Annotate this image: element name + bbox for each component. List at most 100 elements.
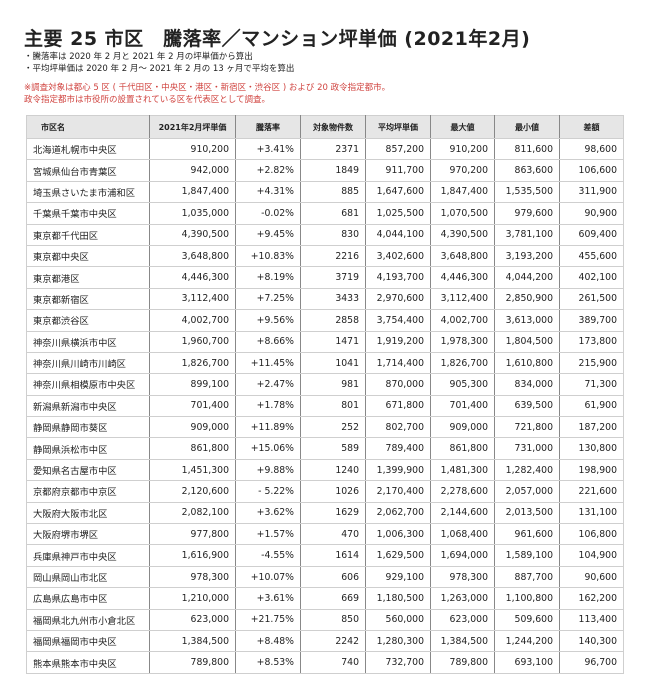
cell-city-name: 新潟県新潟市中央区 xyxy=(26,394,150,418)
cell-average-price: 2,062,700 xyxy=(365,501,431,525)
cell-difference: 198,900 xyxy=(559,458,624,482)
cell-change-rate: +11.89% xyxy=(235,416,301,439)
price-table: 市区名 2021年2月坪単価 騰落率 対象物件数 平均坪単価 最大値 最小値 差額 北海道札幌… xyxy=(26,115,624,674)
cell-change-rate: +1.57% xyxy=(235,523,301,546)
cell-difference: 389,700 xyxy=(559,309,624,332)
cell-average-price: 732,700 xyxy=(365,651,431,674)
cell-difference: 187,200 xyxy=(559,416,624,439)
cell-average-price: 2,170,400 xyxy=(365,480,431,503)
cell-city-name: 東京都中央区 xyxy=(26,244,150,268)
cell-price-2021-02: 701,400 xyxy=(149,394,236,418)
cell-max-value: 789,800 xyxy=(430,651,495,674)
cell-min-value: 961,600 xyxy=(494,523,560,546)
cell-listing-count: 681 xyxy=(300,202,366,225)
cell-min-value: 863,600 xyxy=(494,159,560,182)
cell-price-2021-02: 942,000 xyxy=(149,159,236,182)
header-change-rate: 騰落率 xyxy=(235,115,301,139)
cell-listing-count: 252 xyxy=(300,416,366,439)
cell-listing-count: 470 xyxy=(300,523,366,546)
table-row: 広島県広島市中区 1,210,000 +3.61% 669 1,180,500 1,263… xyxy=(26,587,624,610)
cell-average-price: 870,000 xyxy=(365,373,431,396)
cell-min-value: 2,850,900 xyxy=(494,287,560,311)
cell-listing-count: 606 xyxy=(300,565,366,589)
cell-min-value: 887,700 xyxy=(494,565,560,589)
cell-average-price: 911,700 xyxy=(365,159,431,182)
cell-difference: 130,800 xyxy=(559,437,624,460)
cell-city-name: 北海道札幌市中央区 xyxy=(26,137,150,161)
table-row: 東京都千代田区 4,390,500 +9.45% 830 4,044,100 4,390,… xyxy=(26,223,624,246)
cell-change-rate: +10.83% xyxy=(235,244,301,268)
cell-average-price: 1,919,200 xyxy=(365,330,431,353)
cell-max-value: 1,068,400 xyxy=(430,523,495,546)
cell-min-value: 811,600 xyxy=(494,137,560,161)
cell-city-name: 福岡県北九州市小倉北区 xyxy=(26,608,150,631)
table-row: 東京都港区 4,446,300 +8.19% 3719 4,193,700 4,446,3… xyxy=(26,266,624,289)
cell-min-value: 2,057,000 xyxy=(494,480,560,503)
cell-city-name: 神奈川県川崎市川崎区 xyxy=(26,351,150,375)
cell-price-2021-02: 3,648,800 xyxy=(149,244,236,268)
cell-difference: 104,900 xyxy=(559,544,624,567)
cell-average-price: 4,044,100 xyxy=(365,223,431,246)
cell-listing-count: 1041 xyxy=(300,351,366,375)
cell-change-rate: +3.61% xyxy=(235,587,301,610)
cell-city-name: 東京都千代田区 xyxy=(26,223,150,246)
cell-city-name: 神奈川県相模原市中央区 xyxy=(26,373,150,396)
cell-average-price: 1,180,500 xyxy=(365,587,431,610)
cell-min-value: 731,000 xyxy=(494,437,560,460)
cell-max-value: 3,112,400 xyxy=(430,287,495,311)
cell-listing-count: 1849 xyxy=(300,159,366,182)
cell-price-2021-02: 910,200 xyxy=(149,137,236,161)
cell-max-value: 701,400 xyxy=(430,394,495,418)
cell-difference: 98,600 xyxy=(559,137,624,161)
cell-min-value: 1,804,500 xyxy=(494,330,560,353)
cell-price-2021-02: 1,847,400 xyxy=(149,180,236,204)
cell-change-rate: +3.62% xyxy=(235,501,301,525)
cell-difference: 173,800 xyxy=(559,330,624,353)
header-difference: 差額 xyxy=(559,115,624,139)
table-row: 京都府京都市中京区 2,120,600- 5.22% 1026 2,170,400 2,… xyxy=(26,480,624,503)
cell-change-rate: +9.88% xyxy=(235,458,301,482)
header-price-2021-02: 2021年2月坪単価 xyxy=(149,115,236,139)
remark-line: 政令指定都市は市役所の設置されている区を代表区として調査。 xyxy=(24,95,270,105)
cell-average-price: 789,400 xyxy=(365,437,431,460)
cell-average-price: 857,200 xyxy=(365,137,431,161)
cell-price-2021-02: 4,002,700 xyxy=(149,309,236,332)
cell-listing-count: 669 xyxy=(300,587,366,610)
cell-change-rate: +9.56% xyxy=(235,309,301,332)
table-row: 新潟県新潟市中央区 701,400 +1.78% 801 671,800 701,400 6… xyxy=(26,394,624,418)
cell-difference: 106,600 xyxy=(559,159,624,182)
cell-difference: 261,500 xyxy=(559,287,624,311)
cell-difference: 90,900 xyxy=(559,202,624,225)
table-row: 東京都中央区 3,648,800 +10.83% 2216 3,402,600 3,648… xyxy=(26,244,624,268)
cell-change-rate: +3.41% xyxy=(235,137,301,161)
cell-max-value: 623,000 xyxy=(430,608,495,631)
cell-max-value: 3,648,800 xyxy=(430,244,495,268)
cell-listing-count: 740 xyxy=(300,651,366,674)
cell-city-name: 福岡県福岡市中央区 xyxy=(26,629,150,653)
cell-max-value: 910,200 xyxy=(430,137,495,161)
cell-difference: 90,600 xyxy=(559,565,624,589)
cell-city-name: 岡山県岡山市北区 xyxy=(26,565,150,589)
header-row: 市区名 2021年2月坪単価 騰落率 対象物件数 平均坪単価 最大値 最小値 差額 xyxy=(26,115,624,139)
cell-city-name: 熊本県熊本市中央区 xyxy=(26,651,150,674)
cell-difference: 609,400 xyxy=(559,223,624,246)
cell-average-price: 1,399,900 xyxy=(365,458,431,482)
cell-listing-count: 1614 xyxy=(300,544,366,567)
cell-price-2021-02: 861,800 xyxy=(149,437,236,460)
remarks: ※調査対象は都心 5 区 ( 千代田区・中央区・港区・新宿区・渋谷区 ) および… xyxy=(24,82,390,106)
cell-change-rate: +8.19% xyxy=(235,266,301,289)
table-row: 東京都渋谷区 4,002,700 +9.56% 2858 3,754,400 4,002,… xyxy=(26,309,624,332)
cell-min-value: 721,800 xyxy=(494,416,560,439)
cell-min-value: 1,610,800 xyxy=(494,351,560,375)
cell-min-value: 3,781,100 xyxy=(494,223,560,246)
table-row: 神奈川県相模原市中央区 899,100 +2.47% 981 870,000 905,30… xyxy=(26,373,624,396)
table-row: 埼玉県さいたま市浦和区 1,847,400 +4.31% 885 1,647,600 1,… xyxy=(26,180,624,204)
cell-min-value: 693,100 xyxy=(494,651,560,674)
cell-change-rate: - 5.22% xyxy=(235,480,301,503)
cell-max-value: 2,278,600 xyxy=(430,480,495,503)
remark-line: ※調査対象は都心 5 区 ( 千代田区・中央区・港区・新宿区・渋谷区 ) および… xyxy=(24,83,391,93)
cell-city-name: 静岡県静岡市葵区 xyxy=(26,416,150,439)
cell-price-2021-02: 1,451,300 xyxy=(149,458,236,482)
cell-difference: 71,300 xyxy=(559,373,624,396)
cell-min-value: 1,100,800 xyxy=(494,587,560,610)
